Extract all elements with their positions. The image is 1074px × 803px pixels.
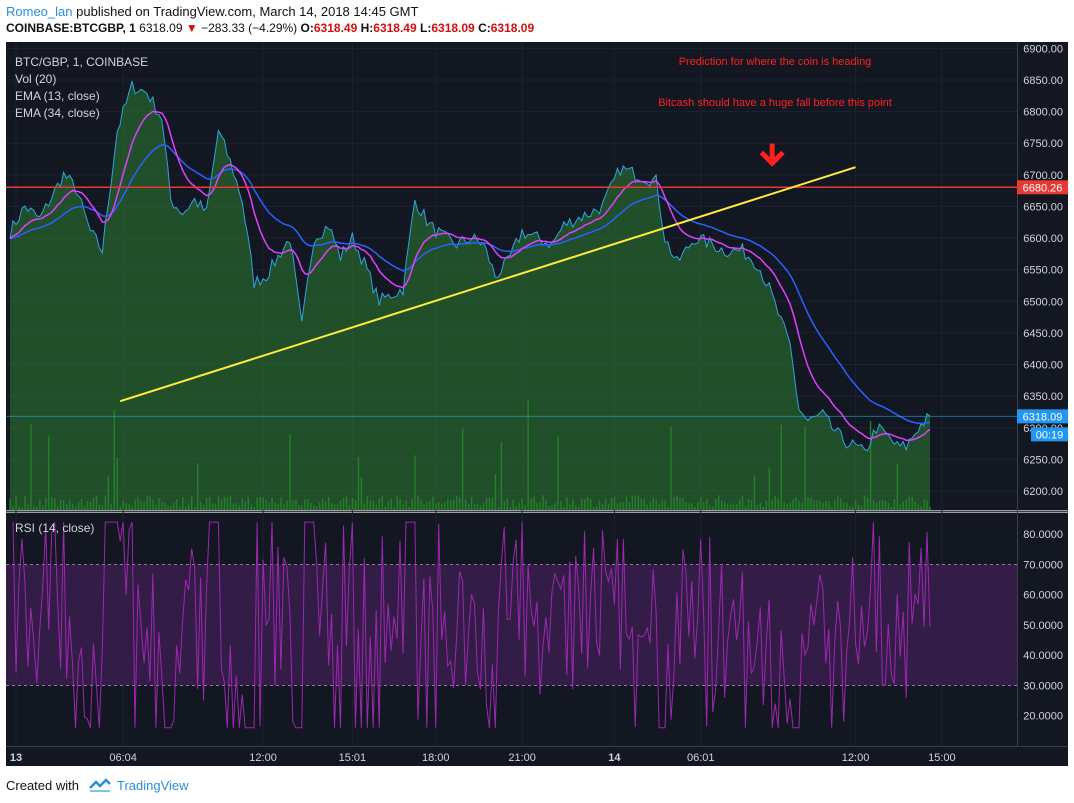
rsi-tick-label: 80.0000: [1023, 529, 1063, 541]
resistance-price-label: 6680.26: [1023, 182, 1063, 194]
rsi-tick-label: 60.0000: [1023, 590, 1063, 602]
rsi-tick-label: 50.0000: [1023, 620, 1063, 632]
countdown-label: 00:19: [1036, 429, 1064, 441]
last-price: 6318.09: [139, 21, 183, 35]
price-tick-label: 6650.00: [1023, 201, 1063, 213]
rsi-axis[interactable]: [1017, 513, 1068, 746]
ema-13-line: [9, 110, 931, 442]
close-label: C:: [478, 21, 491, 35]
price-tick-label: 6350.00: [1023, 391, 1063, 403]
down-arrow-icon: ▼: [185, 21, 198, 35]
low-value: 6318.09: [431, 21, 475, 35]
chart-area[interactable]: 6900.00 6850.00 6800.00 6750.00 6700.00 6650.…: [0, 42, 1074, 766]
price-line: [9, 80, 931, 452]
high-label: H:: [360, 21, 374, 35]
low-label: L:: [420, 21, 432, 35]
tradingview-link[interactable]: TradingView: [117, 778, 189, 793]
time-axis-ticks: 13 06:04 12:00 15:01 18:00 21:00 14 06:01 12:00 1…: [10, 752, 956, 764]
time-tick-label: 06:04: [109, 752, 137, 764]
rsi-tick-label: 30.0000: [1023, 680, 1063, 692]
price-tick-label: 6700.00: [1023, 170, 1063, 182]
last-price-tag: [1017, 409, 1068, 424]
high-value: 6318.49: [373, 21, 417, 35]
price-tick-label: 6750.00: [1023, 138, 1063, 150]
price-tick-label: 6600.00: [1023, 233, 1063, 245]
price-tick-label: 6500.00: [1023, 296, 1063, 308]
symbol-label: COINBASE:BTCGBP, 1: [6, 21, 136, 35]
header: Romeo_lan published on TradingView.com, …: [0, 0, 1074, 42]
tradingview-logo-icon[interactable]: [88, 777, 112, 793]
rsi-tick-label: 20.0000: [1023, 711, 1063, 723]
price-tick-label: 6900.00: [1023, 43, 1063, 55]
indicator-ema13-label: EMA (13, close): [15, 89, 100, 103]
ema-34-line: [9, 144, 931, 425]
countdown-tag: [1031, 427, 1068, 442]
price-tick-label: 6200.00: [1023, 486, 1063, 498]
time-tick-label: 06:01: [687, 752, 715, 764]
price-tick-label: 6250.00: [1023, 454, 1063, 466]
change-value: −283.33 (−4.29%): [201, 21, 298, 35]
trend-line[interactable]: [119, 166, 856, 403]
close-value: 6318.09: [490, 21, 535, 35]
footer: Created with TradingView: [0, 766, 1074, 803]
time-tick-label: 14: [608, 752, 621, 764]
time-tick-label: 12:00: [842, 752, 870, 764]
indicator-ema34-label: EMA (34, close): [15, 106, 100, 120]
rsi-line: [12, 521, 931, 729]
time-tick-label: 13: [10, 752, 22, 764]
rsi-title: RSI (14, close): [15, 521, 94, 535]
time-tick-label: 15:01: [339, 752, 367, 764]
rsi-tick-label: 40.0000: [1023, 650, 1063, 662]
price-tick-label: 6450.00: [1023, 328, 1063, 340]
published-text: published on TradingView.com, March 14, …: [76, 4, 419, 19]
chart-title: BTC/GBP, 1, COINBASE: [15, 55, 148, 69]
time-tick-label: 21:00: [508, 752, 536, 764]
rsi-tick-label: 70.0000: [1023, 559, 1063, 571]
time-tick-label: 12:00: [249, 752, 277, 764]
symbol-line: COINBASE:BTCGBP, 1 6318.09 ▼ −283.33 (−4…: [6, 21, 534, 35]
time-tick-label: 18:00: [422, 752, 450, 764]
price-tick-label: 6550.00: [1023, 265, 1063, 277]
price-tick-label: 6850.00: [1023, 75, 1063, 87]
time-tick-label: 15:00: [928, 752, 956, 764]
last-price-label: 6318.09: [1023, 411, 1063, 423]
open-label: O:: [300, 21, 314, 35]
price-tick-label: 6800.00: [1023, 107, 1063, 119]
time-axis[interactable]: [6, 746, 1068, 766]
resistance-price-tag: [1017, 180, 1068, 195]
created-with-text: Created with: [6, 778, 79, 793]
annotation-prediction[interactable]: Prediction for where the coin is heading: [679, 56, 872, 68]
down-arrow-icon[interactable]: [759, 143, 785, 167]
annotation-bitcash[interactable]: Bitcash should have a huge fall before t…: [658, 97, 892, 109]
indicator-volume-label: Vol (20): [15, 72, 56, 86]
open-value: 6318.49: [313, 21, 358, 35]
price-tick-label: 6400.00: [1023, 360, 1063, 372]
author-link[interactable]: Romeo_lan: [6, 4, 73, 19]
rsi-axis-ticks: 80.0000 70.0000 60.0000 50.0000 40.0000 30.00…: [1023, 529, 1063, 723]
publish-line: Romeo_lan published on TradingView.com, …: [6, 4, 418, 19]
price-area: [10, 81, 930, 510]
volume-bar: [929, 506, 931, 510]
